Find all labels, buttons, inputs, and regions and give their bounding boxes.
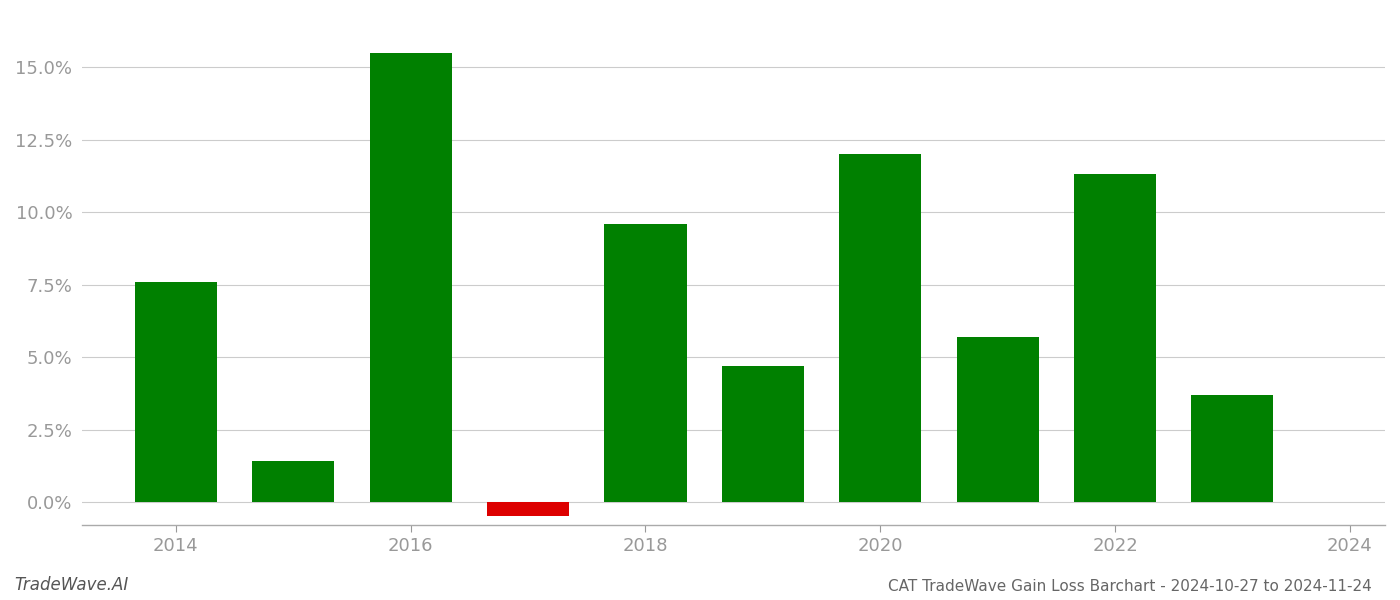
Bar — [370, 53, 452, 502]
Text: CAT TradeWave Gain Loss Barchart - 2024-10-27 to 2024-11-24: CAT TradeWave Gain Loss Barchart - 2024-… — [888, 579, 1372, 594]
Bar — [956, 337, 1039, 502]
Bar — [722, 366, 804, 502]
Bar — [605, 224, 686, 502]
Bar — [1191, 395, 1274, 502]
Bar — [1074, 175, 1156, 502]
Bar — [134, 281, 217, 502]
Bar — [839, 154, 921, 502]
Bar — [487, 502, 570, 517]
Bar — [252, 461, 335, 502]
Text: TradeWave.AI: TradeWave.AI — [14, 576, 129, 594]
